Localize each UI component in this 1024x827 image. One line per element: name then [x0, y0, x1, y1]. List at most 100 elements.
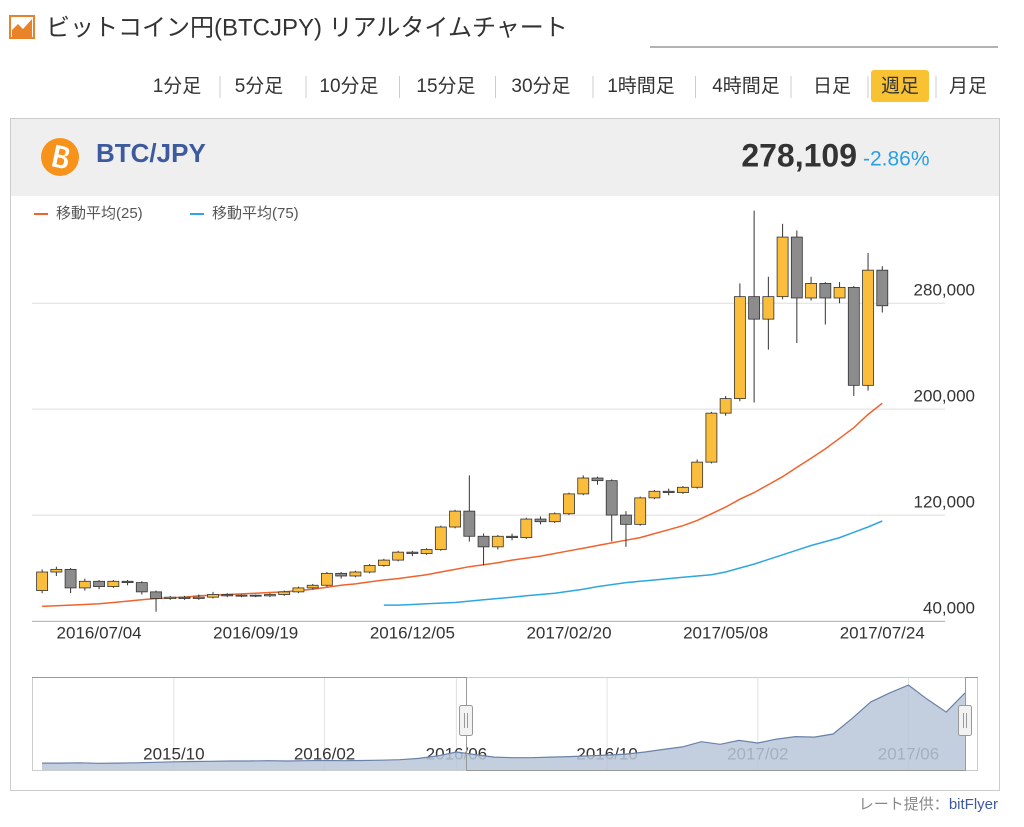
candle-body [36, 571, 49, 591]
candle-body [548, 513, 561, 523]
price: 278,109 [741, 137, 857, 173]
candle-body [135, 582, 148, 593]
candle-body [719, 398, 732, 414]
active-tab-bg [871, 70, 929, 102]
candlestick-chart: 40,000 120,000 200,000 280,000 2016/07/04 201… [32, 205, 975, 642]
candle-body [321, 572, 333, 586]
candle-body [363, 564, 376, 573]
x-tick-label: 2016/09/19 [213, 623, 298, 642]
candle-body [107, 580, 120, 587]
candle-body [648, 490, 661, 499]
navigator-area [42, 685, 965, 770]
candle-body [691, 461, 704, 488]
candle-body [235, 594, 248, 597]
candle-body [292, 587, 305, 593]
candle-body [335, 572, 348, 577]
handle-body [958, 705, 972, 736]
y-tick-label: 40,000 [923, 598, 975, 617]
candle-body [406, 551, 419, 554]
credit-label: レート提供： [859, 796, 949, 813]
candle-body [790, 236, 803, 299]
candle-body [78, 580, 91, 589]
candle-body [491, 535, 504, 548]
btc-icon [41, 138, 79, 176]
navigator: 2015/102016/022016/062016/102017/022017/… [32, 677, 978, 771]
candle-body [434, 526, 447, 550]
navigator-tick-label: 2015/10 [143, 744, 204, 763]
tab[interactable]: 1分足 [153, 75, 202, 97]
navigator-handle[interactable] [459, 705, 473, 736]
candle-body [876, 269, 889, 307]
candle-body [833, 286, 846, 299]
candle-body [207, 594, 219, 598]
candle-body [93, 580, 105, 587]
tab[interactable]: 5分足 [235, 75, 284, 97]
x-tick-label: 2016/12/05 [370, 623, 455, 642]
credit: レート提供：bitFlyer [859, 796, 998, 813]
candle-body [733, 296, 746, 399]
candle-body [164, 596, 177, 599]
candle-body [762, 296, 775, 320]
candle-body [306, 584, 319, 589]
y-tick-label: 280,000 [914, 281, 975, 300]
navigator-tick-label: 2016/02 [294, 744, 355, 763]
candle-body [847, 286, 860, 386]
candle-body [192, 596, 205, 599]
candle-body [420, 549, 433, 554]
symbol: BTC/JPY [96, 138, 206, 168]
candle-body [605, 480, 618, 516]
candle-body [563, 493, 575, 515]
handle-body [459, 705, 473, 736]
candle-body [477, 535, 490, 548]
tab[interactable]: 週足 [881, 75, 919, 97]
candle-body [634, 497, 647, 525]
navigator-handle[interactable] [958, 705, 972, 736]
candle-body [577, 477, 590, 495]
price-change: -2.86% [863, 148, 930, 171]
candle-body [349, 571, 362, 577]
title-icon [9, 15, 35, 39]
timeframe-tabs: 1分足 5分足 10分足 15分足 30分足 1時間足 4時間足 日足 週足 月足 [153, 70, 987, 102]
candle-body [121, 580, 134, 584]
tab[interactable]: 月足 [949, 76, 987, 97]
candle-body [620, 514, 632, 525]
tab[interactable]: 日足 [813, 76, 851, 97]
navigator-line [42, 684, 966, 764]
tab[interactable]: 1時間足 [607, 75, 675, 97]
tab[interactable]: 4時間足 [712, 75, 780, 97]
candle-body [377, 559, 390, 566]
y-tick-label: 200,000 [914, 387, 975, 406]
candle-body [677, 486, 689, 493]
legend-label: 移動平均(75) [212, 205, 299, 222]
candle-body [819, 283, 832, 299]
x-tick-label: 2017/07/24 [840, 623, 925, 642]
x-tick-label: 2016/07/04 [57, 623, 142, 642]
moving-average-line [383, 520, 883, 606]
tab[interactable]: 30分足 [511, 75, 570, 97]
candle-body [178, 596, 191, 599]
candle-body [506, 535, 518, 538]
candle-body [520, 518, 533, 538]
candle-body [449, 510, 461, 528]
candle-body [150, 591, 162, 599]
candle-body [64, 568, 77, 589]
candle-body [249, 594, 262, 597]
tab[interactable]: 10分足 [319, 75, 378, 97]
candle-body [534, 518, 547, 523]
credit-source[interactable]: bitFlyer [949, 796, 998, 813]
candle-body [392, 551, 405, 561]
candle-body [705, 412, 718, 463]
candle-body [221, 594, 234, 597]
candle-body [748, 296, 761, 320]
navigator-selection [32, 677, 978, 771]
candle-body [278, 591, 291, 595]
candle-body [591, 477, 604, 482]
x-tick-label: 2017/05/08 [683, 623, 768, 642]
x-tick-label: 2017/02/20 [526, 623, 611, 642]
candle-body [862, 269, 874, 386]
candle-body [463, 510, 476, 537]
tab[interactable]: 15分足 [416, 75, 475, 97]
y-tick-label: 120,000 [914, 493, 975, 512]
